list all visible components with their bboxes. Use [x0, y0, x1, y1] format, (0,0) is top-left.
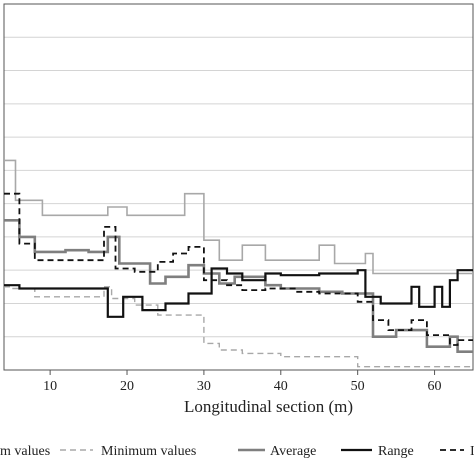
legend-label: Range	[378, 444, 414, 459]
x-tick-label: 40	[274, 379, 288, 394]
series-layer	[4, 159, 473, 368]
x-axis-ticks: 10 20 30 40 50 60	[43, 370, 442, 394]
legend-label: I	[470, 444, 474, 459]
x-tick-label: 60	[428, 379, 442, 394]
series-range	[4, 267, 473, 318]
legend-label: m values	[0, 444, 50, 459]
legend-label: Average	[270, 444, 316, 459]
legend-label: Minimum values	[101, 444, 196, 459]
x-tick-label: 10	[43, 379, 57, 394]
x-tick-label: 50	[351, 379, 365, 394]
legend: m values Minimum values Average Range I	[0, 444, 474, 459]
x-axis-title: Longitudinal section (m)	[184, 397, 353, 416]
series-standard-deviation	[4, 192, 473, 346]
series-average	[4, 219, 473, 353]
x-tick-label: 30	[197, 379, 211, 394]
series-maximum-values	[4, 159, 473, 275]
x-tick-label: 20	[120, 379, 134, 394]
plot-frame	[3, 3, 474, 371]
series-minimum-values	[4, 286, 473, 368]
grid	[4, 36, 473, 338]
